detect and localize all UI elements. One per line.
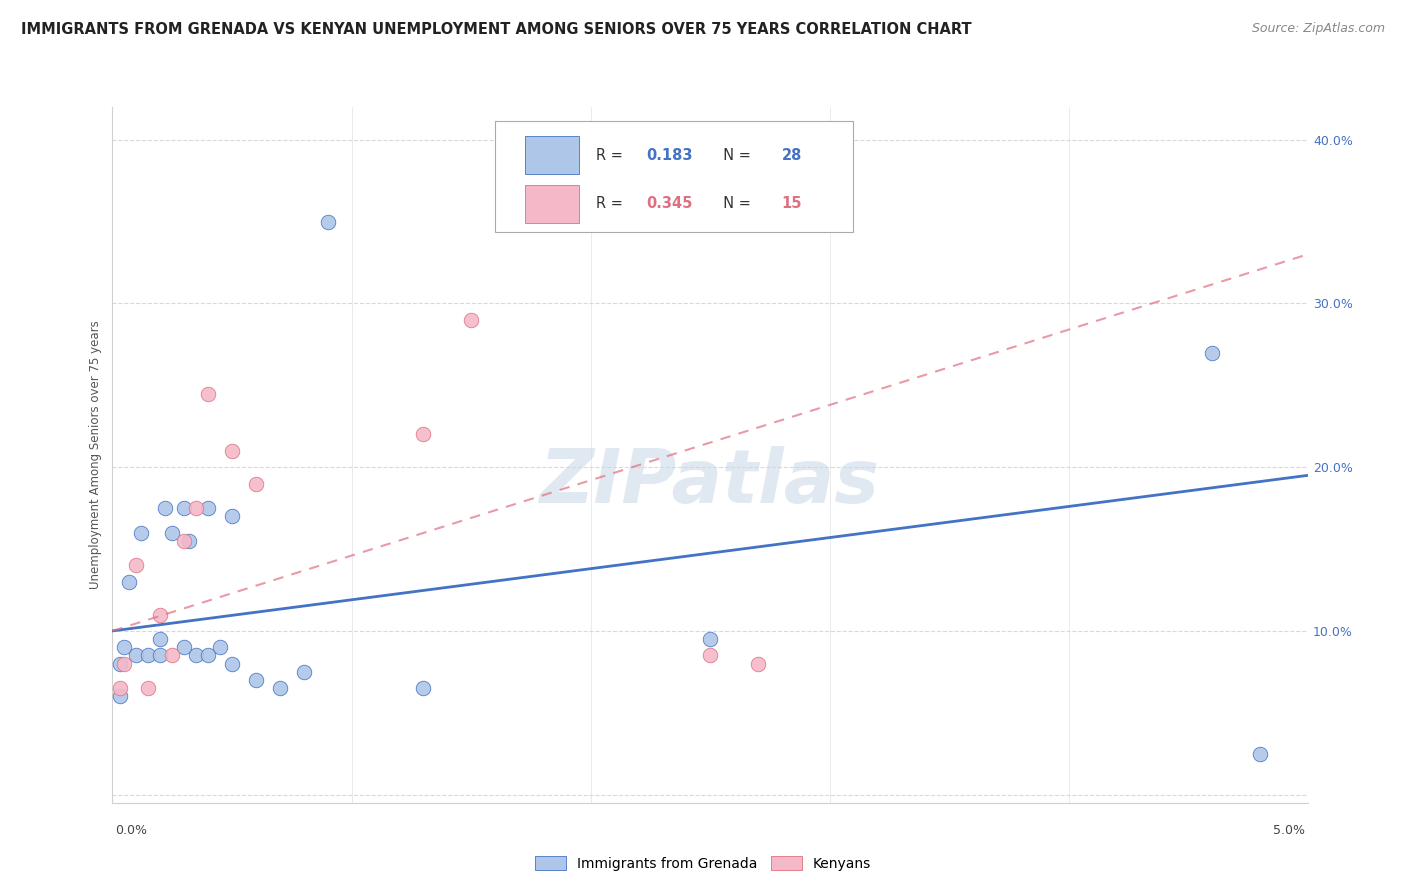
- Text: ZIPatlas: ZIPatlas: [540, 446, 880, 519]
- Text: 0.183: 0.183: [647, 148, 693, 162]
- Point: [118, 574, 141, 589]
- Point: [1249, 747, 1271, 761]
- Point: [316, 214, 339, 228]
- Text: R =: R =: [596, 196, 628, 211]
- Text: R =: R =: [596, 148, 628, 162]
- FancyBboxPatch shape: [524, 185, 579, 223]
- Point: [699, 632, 721, 646]
- Point: [197, 648, 219, 663]
- Point: [186, 648, 208, 663]
- Point: [108, 657, 131, 671]
- Point: [699, 648, 721, 663]
- Point: [177, 533, 200, 548]
- Point: [149, 632, 172, 646]
- Point: [197, 501, 219, 516]
- Point: [221, 443, 243, 458]
- Point: [114, 640, 135, 655]
- Point: [173, 640, 195, 655]
- Point: [108, 681, 131, 696]
- Point: [149, 607, 172, 622]
- FancyBboxPatch shape: [495, 121, 853, 232]
- Point: [173, 533, 195, 548]
- Point: [149, 648, 172, 663]
- FancyBboxPatch shape: [524, 136, 579, 174]
- Point: [138, 681, 160, 696]
- Point: [162, 648, 183, 663]
- Point: [221, 509, 243, 524]
- Text: 0.0%: 0.0%: [115, 824, 148, 837]
- Point: [173, 501, 195, 516]
- Y-axis label: Unemployment Among Seniors over 75 years: Unemployment Among Seniors over 75 years: [89, 320, 103, 590]
- Point: [747, 657, 769, 671]
- Text: IMMIGRANTS FROM GRENADA VS KENYAN UNEMPLOYMENT AMONG SENIORS OVER 75 YEARS CORRE: IMMIGRANTS FROM GRENADA VS KENYAN UNEMPL…: [21, 22, 972, 37]
- Point: [162, 525, 183, 540]
- Point: [129, 525, 152, 540]
- Point: [138, 648, 160, 663]
- Point: [186, 501, 208, 516]
- Point: [460, 313, 482, 327]
- Text: Source: ZipAtlas.com: Source: ZipAtlas.com: [1251, 22, 1385, 36]
- Point: [221, 657, 243, 671]
- Text: 15: 15: [782, 196, 803, 211]
- Point: [245, 673, 267, 687]
- Point: [1201, 345, 1223, 359]
- Text: 0.345: 0.345: [647, 196, 693, 211]
- Point: [208, 640, 231, 655]
- Point: [412, 681, 434, 696]
- Text: N =: N =: [714, 196, 755, 211]
- Point: [114, 657, 135, 671]
- Point: [269, 681, 291, 696]
- Point: [125, 558, 148, 573]
- Point: [125, 648, 148, 663]
- Text: 5.0%: 5.0%: [1272, 824, 1305, 837]
- Point: [108, 690, 131, 704]
- Point: [292, 665, 315, 679]
- Text: N =: N =: [714, 148, 755, 162]
- Point: [245, 476, 267, 491]
- Point: [197, 386, 219, 401]
- Point: [412, 427, 434, 442]
- Legend: Immigrants from Grenada, Kenyans: Immigrants from Grenada, Kenyans: [530, 850, 876, 876]
- Point: [153, 501, 176, 516]
- Text: 28: 28: [782, 148, 801, 162]
